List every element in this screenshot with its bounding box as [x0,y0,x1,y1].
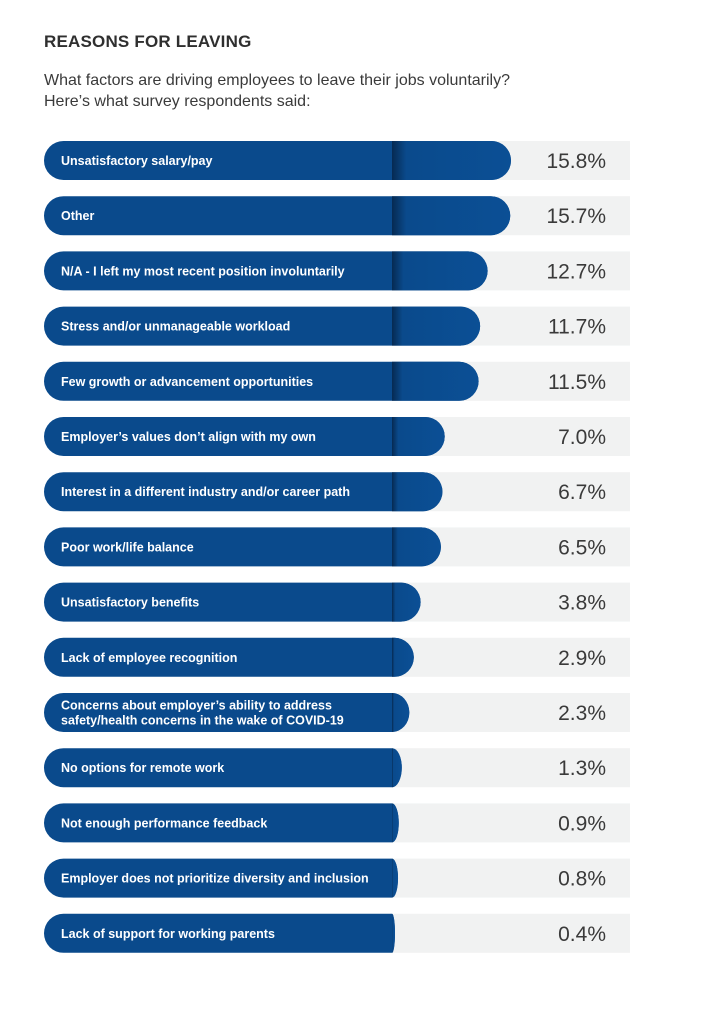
category-label: Few growth or advancement opportunities [61,375,313,389]
bar-row: Other 15.7% [44,196,630,236]
bar [44,582,421,622]
bar [44,637,414,677]
bar [44,527,441,567]
value-track [390,582,630,622]
bar-extension [392,251,488,291]
value-label: 12.7% [546,260,606,283]
bar-extension [392,196,511,236]
bar-extension [392,582,421,622]
bar [44,472,443,512]
value-label: 2.3% [558,702,606,725]
bar-extension [392,637,414,677]
subtitle-line-1: What factors are driving employees to le… [44,72,510,89]
bar-extension [392,693,410,732]
value-label: 2.9% [558,647,606,670]
category-label: Lack of employee recognition [61,651,237,665]
bar-row: No options for remote work 1.3% [44,748,630,788]
value-label: 0.4% [558,923,606,946]
bar-row: N/A - I left my most recent position inv… [44,251,630,291]
bar [44,417,445,456]
category-label: Not enough performance feedback [61,816,267,830]
category-label: Unsatisfactory benefits [61,596,199,610]
chart-subtitle: What factors are driving employees to le… [44,70,644,112]
bar [44,858,399,898]
bar [44,306,481,346]
value-label: 6.7% [558,481,606,504]
bar-row: Lack of employee recognition 2.9% [44,637,630,677]
bar-extension [392,141,511,180]
category-label: Employer’s values don’t align with my ow… [61,430,316,444]
bar-extension [392,527,441,567]
category-label: Other [61,209,94,223]
bar [44,361,479,401]
bar-extension [392,361,479,401]
bar-row: Stress and/or unmanageable workload 11.7% [44,306,630,346]
bar-row: Employer’s values don’t align with my ow… [44,417,630,456]
bar [44,803,399,843]
value-label: 3.8% [558,592,606,615]
value-track [390,858,630,898]
bar-row: Poor work/life balance 6.5% [44,527,630,567]
bar-row: Unsatisfactory salary/pay 15.8% [44,141,630,180]
subtitle-line-2: Here’s what survey respondents said: [44,93,311,110]
bar-extension [392,417,445,456]
category-label: Interest in a different industry and/or … [61,485,350,499]
bar-extension [392,306,481,346]
value-track [390,913,630,953]
value-label: 6.5% [558,536,606,559]
category-label: Lack of support for working parents [61,927,275,941]
bar-row: Employer does not prioritize diversity a… [44,858,630,898]
value-label: 11.7% [548,316,606,339]
bar [44,251,488,291]
bar [44,913,396,953]
bar-extension [392,858,399,898]
value-label: 0.9% [558,812,606,835]
category-label: safety/health concerns in the wake of CO… [61,714,344,728]
bar [44,748,402,788]
category-label: Employer does not prioritize diversity a… [61,872,369,886]
bar-row: Interest in a different industry and/or … [44,472,630,512]
category-label: Concerns about employer’s ability to add… [61,699,332,713]
category-label: N/A - I left my most recent position inv… [61,264,345,278]
bar-row: Unsatisfactory benefits 3.8% [44,582,630,622]
category-label: Stress and/or unmanageable workload [61,320,290,334]
value-label: 15.8% [546,150,606,173]
bar-extension [392,748,402,788]
category-label: Unsatisfactory salary/pay [61,154,213,168]
bar [44,693,410,732]
bar-extension [392,913,396,953]
category-label: No options for remote work [61,761,224,775]
category-label: Poor work/life balance [61,540,194,554]
bar-row: Not enough performance feedback 0.9% [44,803,630,843]
bar-row: Lack of support for working parents 0.4% [44,913,630,953]
value-track [390,693,630,732]
value-label: 7.0% [558,426,606,449]
value-track [390,637,630,677]
bar-row: Concerns about employer’s ability to add… [44,693,630,732]
bar-extension [392,472,443,512]
bar-row: Few growth or advancement opportunities 1… [44,361,630,401]
bar-extension [392,803,399,843]
value-label: 1.3% [558,757,606,780]
value-track [390,803,630,843]
value-label: 15.7% [546,205,606,228]
value-label: 0.8% [558,868,606,891]
value-label: 11.5% [548,371,606,394]
value-track [390,748,630,788]
chart-title: REASONS FOR LEAVING [44,32,252,51]
